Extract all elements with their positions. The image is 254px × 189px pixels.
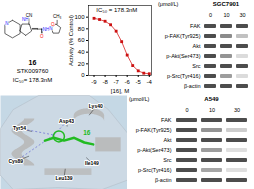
- svg-text:-5: -5: [136, 79, 142, 85]
- svg-text:Tyr54: Tyr54: [13, 125, 26, 131]
- svg-text:Lys40: Lys40: [89, 103, 103, 109]
- svg-text:-9: -9: [91, 79, 97, 85]
- svg-text:β-actin: β-actin: [184, 83, 201, 89]
- svg-text:-4: -4: [147, 79, 153, 85]
- svg-text:30: 30: [239, 12, 245, 18]
- svg-text:IC₅₀ = 178.3nM: IC₅₀ = 178.3nM: [96, 7, 137, 13]
- svg-text:CH₃: CH₃: [53, 14, 61, 19]
- svg-text:-8: -8: [102, 79, 108, 85]
- svg-text:N: N: [49, 25, 53, 31]
- svg-text:p-Src(Tyr416): p-Src(Tyr416): [167, 73, 201, 79]
- svg-text:Leu139: Leu139: [55, 175, 72, 181]
- svg-text:80: 80: [78, 26, 85, 32]
- html-text:A549: A549: [204, 96, 219, 102]
- svg-text:CN: CN: [26, 13, 33, 18]
- svg-text:-7: -7: [113, 79, 119, 85]
- svg-text:O: O: [40, 34, 44, 39]
- html-text:SGC7901: SGC7901: [212, 1, 240, 7]
- svg-text:O: O: [51, 22, 55, 27]
- html-text:(μmol/L): (μmol/L): [129, 96, 150, 102]
- svg-text:STK009760: STK009760: [17, 68, 49, 74]
- svg-text:-6: -6: [125, 79, 131, 85]
- svg-text:p-Src(Tyr416): p-Src(Tyr416): [138, 167, 172, 173]
- svg-text:NH: NH: [22, 17, 29, 22]
- svg-text:FAK: FAK: [190, 23, 201, 29]
- svg-text:[16], M: [16], M: [111, 88, 129, 94]
- svg-text:p-FAK(Tyr925): p-FAK(Tyr925): [165, 33, 201, 39]
- svg-text:Ile149: Ile149: [85, 160, 99, 166]
- svg-text:p-Akt(Ser473): p-Akt(Ser473): [137, 147, 171, 153]
- svg-text:Activity (% Control): Activity (% Control): [68, 15, 74, 66]
- svg-text:Akt: Akt: [193, 43, 201, 49]
- svg-text:FAK: FAK: [161, 117, 172, 123]
- svg-text:Akt: Akt: [164, 137, 172, 143]
- svg-text:30: 30: [234, 107, 240, 113]
- svg-text:40: 40: [78, 49, 85, 55]
- svg-text:100: 100: [74, 14, 85, 20]
- svg-text:β-actin: β-actin: [155, 177, 172, 183]
- svg-text:p-FAK(Tyr925): p-FAK(Tyr925): [136, 127, 172, 133]
- svg-text:20: 20: [78, 61, 85, 67]
- svg-text:Asp43: Asp43: [59, 118, 74, 124]
- html-text:(μmol/L): (μmol/L): [158, 1, 179, 7]
- svg-text:16: 16: [29, 59, 37, 66]
- svg-text:Src: Src: [192, 63, 201, 69]
- svg-text:0: 0: [185, 107, 188, 113]
- svg-text:16: 16: [83, 129, 91, 136]
- svg-text:NH: NH: [43, 27, 50, 32]
- svg-text:60: 60: [78, 37, 85, 43]
- svg-text:p-Akt(Ser473): p-Akt(Ser473): [166, 53, 200, 59]
- svg-text:N: N: [5, 21, 8, 26]
- svg-text:IC₅₀= 178.3nM: IC₅₀= 178.3nM: [13, 77, 52, 83]
- svg-text:10: 10: [223, 12, 229, 18]
- svg-text:10: 10: [209, 107, 215, 113]
- svg-text:Cys89: Cys89: [8, 158, 23, 164]
- svg-text:0: 0: [209, 12, 212, 18]
- svg-text:Src: Src: [163, 157, 172, 163]
- svg-text:0: 0: [81, 72, 85, 78]
